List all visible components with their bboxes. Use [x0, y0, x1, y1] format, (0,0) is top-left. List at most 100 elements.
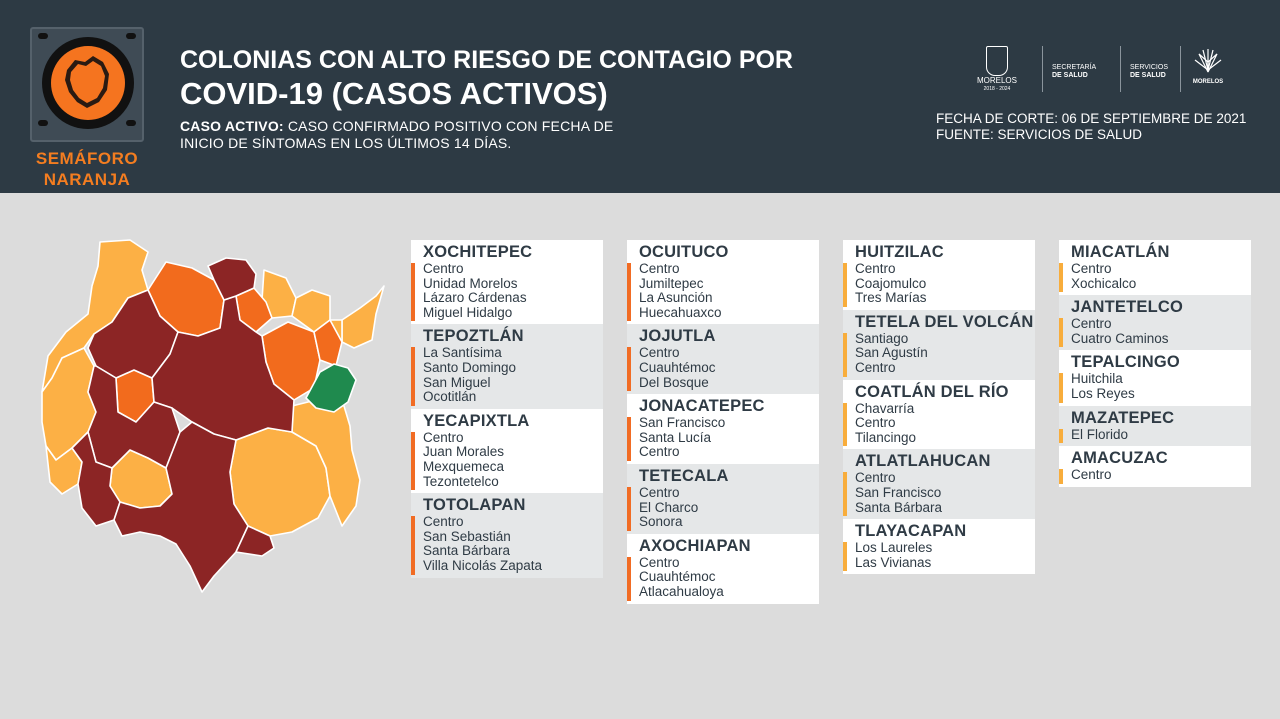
colonia-item: San Sebastián	[423, 528, 511, 544]
colonia-item: Centro	[1071, 261, 1112, 276]
municipio-block: MIACATLÁN Centro Xochicalco	[1059, 240, 1251, 295]
colonia-item: Chavarría	[855, 400, 915, 416]
semaforo-line1: SEMÁFORO	[35, 149, 139, 168]
colonia-item: Tezontetelco	[423, 473, 499, 489]
colonia-item: El Florido	[1071, 426, 1129, 442]
municipio-block: JOJUTLA Centro Cuauhtémoc Del Bosque	[627, 324, 819, 395]
municipio-name: TLAYACAPAN	[855, 522, 967, 541]
colonia-item: Los Laureles	[855, 540, 933, 556]
risk-bar	[411, 431, 415, 491]
colonia-item: Juan Morales	[423, 444, 505, 460]
risk-bar	[627, 486, 631, 531]
municipio-name: HUITZILAC	[855, 243, 944, 261]
colonia-item: Lázaro Cárdenas	[423, 290, 527, 306]
risk-bar	[1059, 263, 1063, 293]
municipio-name: AXOCHIAPAN	[639, 536, 751, 555]
municipio-column-4: MIACATLÁN Centro Xochicalco JANTETELCO Centr…	[1059, 240, 1251, 487]
colonia-item: Sonora	[639, 514, 683, 530]
risk-bar	[843, 263, 847, 307]
colonia-item: Santo Domingo	[423, 359, 517, 375]
map-region-northeast-3	[341, 285, 385, 349]
municipio-block: XOCHITEPEC Centro Unidad Morelos Lázaro Cár…	[411, 240, 603, 324]
risk-bar	[627, 417, 631, 461]
colonia-item: Las Vivianas	[855, 554, 932, 570]
colonia-item: Mexquemeca	[423, 458, 505, 474]
municipio-block: JONACATEPEC San Francisco Santa Lucía Centr…	[627, 394, 819, 464]
servicios-line1: SERVICIOS	[1130, 64, 1168, 71]
servicios-salud-logo: SERVICIOS DE SALUD	[1130, 64, 1168, 80]
municipio-block: ATLATLAHUCAN Centro San Francisco Santa Bár…	[843, 449, 1035, 520]
municipio-block: TOTOLAPAN Centro San Sebastián Santa Bárbar…	[411, 493, 603, 578]
municipio-name: ATLATLAHUCAN	[855, 452, 991, 471]
municipio-block: TLAYACAPAN Los Laureles Las Vivianas	[843, 519, 1035, 574]
risk-bar	[1059, 469, 1063, 484]
header-banner: SEMÁFORO NARANJA COLONIAS CON ALTO RIESG…	[0, 0, 1280, 193]
municipio-column-1: XOCHITEPEC Centro Unidad Morelos Lázaro Cár…	[411, 240, 603, 578]
secretaria-line1: SECRETARÍA	[1052, 64, 1097, 71]
risk-bar	[843, 332, 847, 377]
risk-bar	[1059, 373, 1063, 403]
colonia-item: Huitchila	[1071, 371, 1123, 387]
risk-bar	[1059, 318, 1063, 348]
municipio-block: AXOCHIAPAN Centro Cuauhtémoc Atlacahualoya	[627, 534, 819, 604]
municipio-block: TETECALA Centro El Charco Sonora	[627, 463, 819, 534]
risk-bar	[843, 542, 847, 572]
definition-text: CASO ACTIVO: CASO CONFIRMADO POSITIVO CO…	[180, 118, 680, 152]
colonia-item: Centro	[1071, 316, 1112, 332]
municipio-name: TEPOZTLÁN	[423, 327, 524, 346]
municipio-block: TETELA DEL VOLCÁN Santiago San Agustín Cent…	[843, 309, 1035, 380]
municipio-block: AMACUZAC Centro	[1059, 446, 1251, 487]
municipio-name: XOCHITEPEC	[423, 243, 533, 261]
morelos-logo-years: 2018 - 2024	[983, 86, 1011, 92]
colonia-item: Xochicalco	[1071, 275, 1137, 291]
colonia-item: Atlacahualoya	[639, 583, 724, 599]
municipio-block: TEPALCINGO Huitchila Los Reyes	[1059, 350, 1251, 405]
municipio-name: JONACATEPEC	[639, 397, 765, 416]
municipio-name: TETELA DEL VOLCÁN	[855, 312, 1034, 331]
colonia-item: Centro	[639, 554, 680, 570]
colonia-item: Santa Bárbara	[855, 499, 943, 515]
colonia-item: Coajomulco	[855, 275, 927, 291]
fecha-corte: FECHA DE CORTE: 06 DE SEPTIEMBRE DE 2021	[936, 111, 1247, 126]
colonia-item: Cuauhtémoc	[639, 569, 716, 585]
morelos-flower-logo-icon: MORELOS	[1190, 46, 1226, 90]
fuente: FUENTE: SERVICIOS DE SALUD	[936, 127, 1143, 142]
definition-line1: CASO CONFIRMADO POSITIVO CON FECHA DE	[283, 118, 614, 134]
colonia-item: Santiago	[855, 330, 909, 346]
secretaria-line2: DE SALUD	[1052, 72, 1088, 79]
colonia-item: La Santísima	[423, 345, 502, 361]
definition-label: CASO ACTIVO:	[180, 118, 284, 134]
colonia-item: San Francisco	[639, 415, 726, 431]
map-region-southeast-red	[235, 525, 275, 557]
municipio-block: COATLÁN DEL RÍO Chavarría Centro Tilancingo	[843, 380, 1035, 450]
colonia-item: Villa Nicolás Zapata	[423, 557, 543, 573]
colonia-item: Centro	[855, 359, 896, 375]
colonia-item: Unidad Morelos	[423, 275, 518, 291]
municipio-name: COATLÁN DEL RÍO	[855, 382, 1009, 401]
municipio-block: JANTETELCO Centro Cuatro Caminos	[1059, 295, 1251, 351]
colonia-item: Centro	[423, 261, 464, 276]
colonia-item: Del Bosque	[639, 374, 709, 390]
colonia-item: Miguel Hidalgo	[423, 304, 513, 320]
risk-bar	[411, 347, 415, 406]
colonia-item: Santa Bárbara	[423, 543, 511, 559]
semaforo-icon	[30, 27, 144, 142]
map-region-south-red	[113, 421, 249, 593]
morelos-logo-text: MORELOS	[976, 76, 1017, 85]
page-title: COLONIAS CON ALTO RIESGO DE CONTAGIO POR…	[180, 44, 900, 110]
secretaria-salud-logo: SECRETARÍA DE SALUD	[1052, 64, 1096, 80]
municipio-block: YECAPIXTLA Centro Juan Morales Mexquemeca Te…	[411, 409, 603, 493]
morelos-municipalities-map	[41, 239, 385, 593]
colonia-item: Centro	[639, 345, 680, 361]
municipio-block: HUITZILAC Centro Coajomulco Tres Marías	[843, 240, 1035, 310]
municipio-name: MAZATEPEC	[1071, 408, 1175, 427]
municipio-name: JANTETELCO	[1071, 298, 1184, 317]
colonia-item: La Asunción	[639, 290, 713, 306]
colonia-item: Centro	[639, 444, 680, 460]
colonia-item: El Charco	[639, 499, 699, 515]
colonia-item: Centro	[855, 470, 896, 486]
risk-bar	[627, 347, 631, 392]
title-line1: COLONIAS CON ALTO RIESGO DE CONTAGIO POR	[180, 46, 793, 74]
risk-bar	[843, 402, 847, 447]
risk-bar	[1059, 428, 1063, 444]
